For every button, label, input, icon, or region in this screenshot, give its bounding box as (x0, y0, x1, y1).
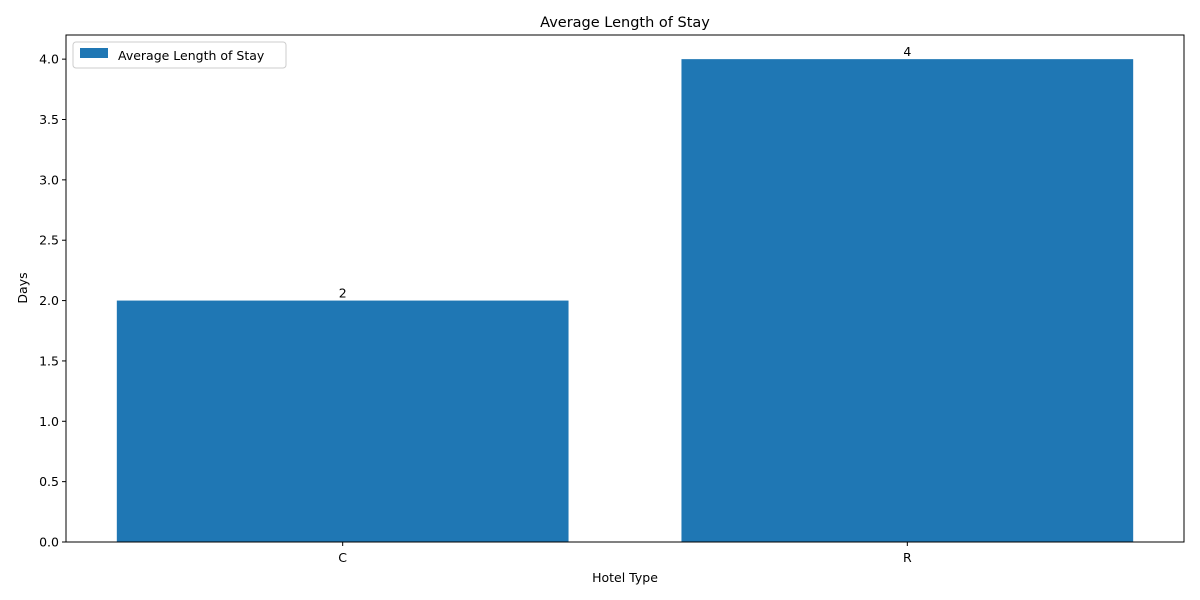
y-tick-label: 3.0 (39, 172, 59, 187)
y-axis-label: Days (15, 272, 30, 303)
legend: Average Length of Stay (72, 41, 287, 69)
bar-C (116, 300, 569, 542)
x-tick-label: R (903, 550, 912, 565)
y-tick-label: 4.0 (39, 52, 59, 67)
bar-data-labels: 24 (339, 44, 912, 300)
x-axis-label: Hotel Type (592, 570, 658, 585)
y-tick-label: 3.5 (39, 112, 59, 127)
legend-label: Average Length of Stay (118, 48, 265, 63)
x-tick-label: C (338, 550, 347, 565)
y-tick-label: 2.5 (39, 233, 59, 248)
legend-frame (72, 41, 287, 69)
plot-frame (65, 34, 1185, 543)
bar-data-label: 2 (339, 286, 347, 301)
y-tick-label: 2.0 (39, 293, 59, 308)
y-axis-ticks: 0.0 0.5 1.0 1.5 2.0 2.5 3.0 3.5 4.0 (39, 52, 66, 550)
chart-title: Average Length of Stay (540, 15, 710, 31)
y-tick-label: 0.0 (39, 535, 59, 550)
y-tick-label: 1.5 (39, 353, 59, 368)
legend-swatch (80, 48, 108, 58)
y-tick-label: 0.5 (39, 474, 59, 489)
bar-data-label: 4 (903, 44, 911, 59)
y-tick-label: 1.0 (39, 414, 59, 429)
bars (116, 59, 1134, 543)
bar-R (681, 59, 1134, 543)
